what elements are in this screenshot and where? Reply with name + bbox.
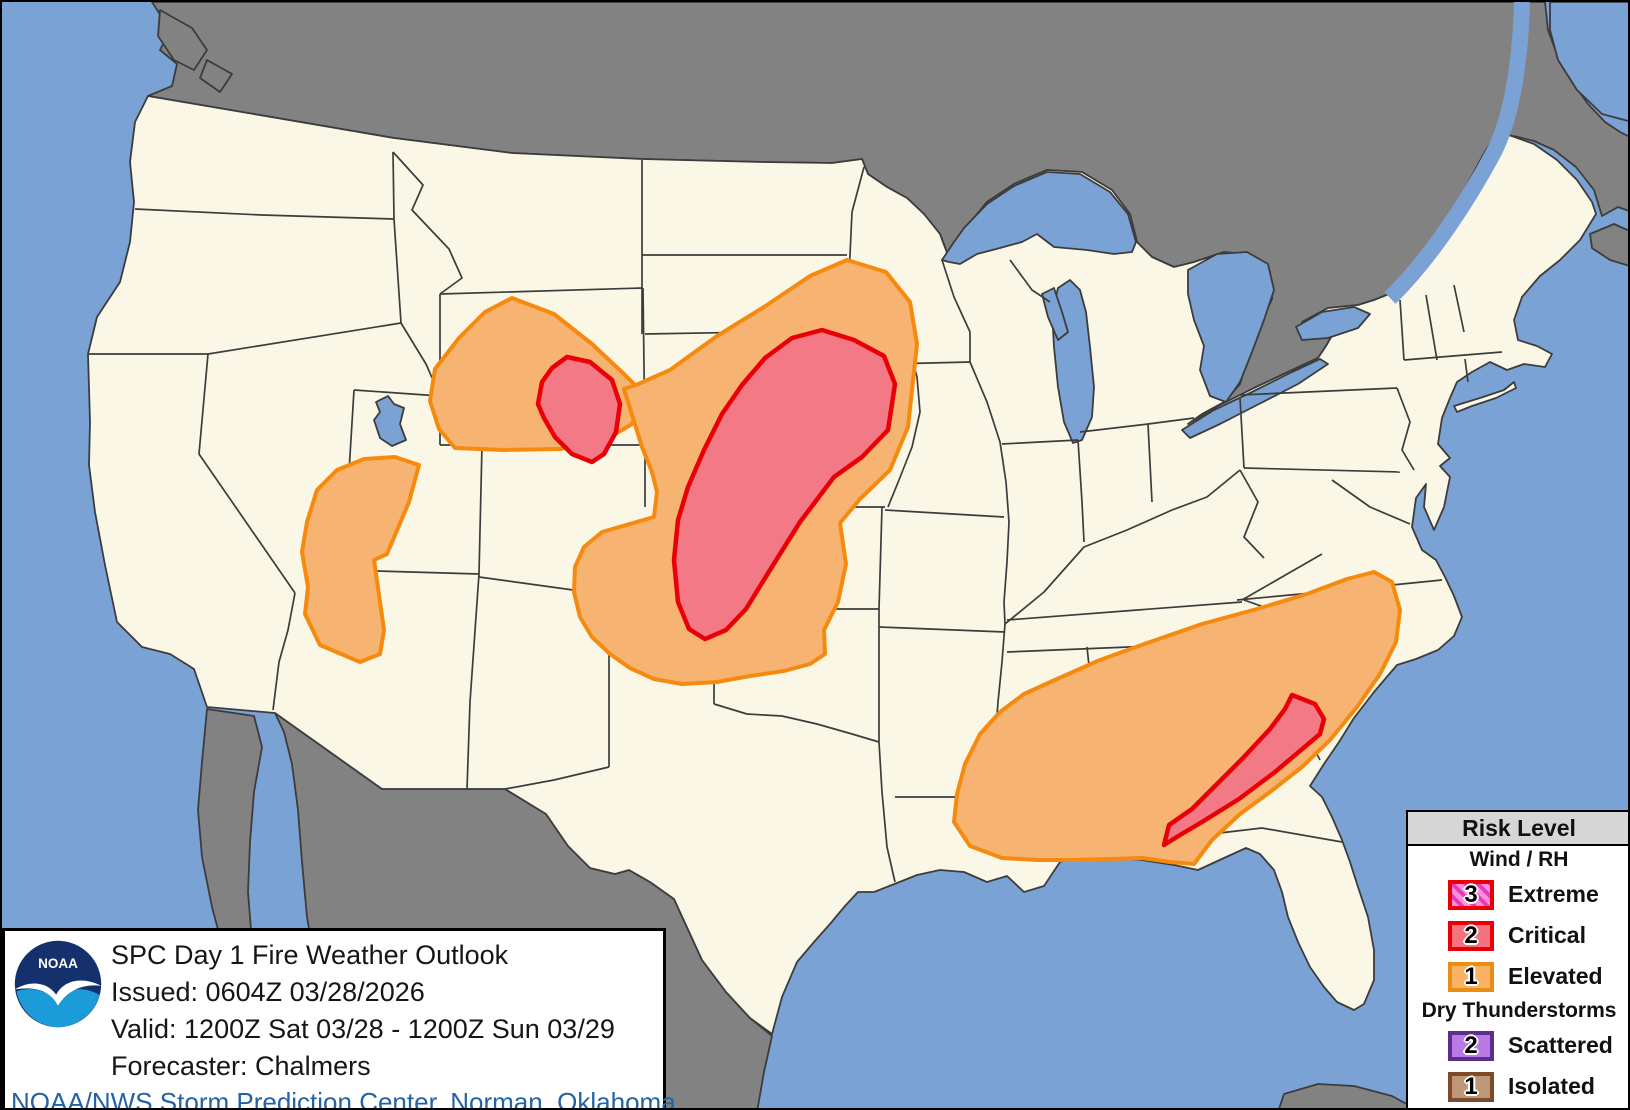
risk-level-legend: Risk Level Wind / RH 3 Extreme 2 Critica… xyxy=(1406,810,1628,1108)
legend-title: Risk Level xyxy=(1408,812,1628,846)
great-salt-lake xyxy=(373,395,407,447)
extreme-label: Extreme xyxy=(1508,881,1599,907)
critical-area-central-plains xyxy=(671,327,898,642)
lake-erie xyxy=(1181,358,1329,439)
critical-area-georgia xyxy=(1161,692,1327,848)
coastal-island xyxy=(199,59,233,93)
legend-row-critical: 2 Critical xyxy=(1408,915,1628,956)
critical-swatch: 2 xyxy=(1448,920,1494,951)
cuba-landmass xyxy=(1278,1083,1415,1108)
elevated-swatch: 1 xyxy=(1448,961,1494,992)
isolated-label: Isolated xyxy=(1508,1073,1595,1099)
product-title: SPC Day 1 Fire Weather Outlook xyxy=(111,940,509,970)
gulf-of-st-lawrence xyxy=(1549,2,1628,122)
legend-row-scattered: 2 Scattered xyxy=(1408,1025,1628,1066)
legend-section-wind-rh: Wind / RH xyxy=(1469,848,1569,871)
elevated-area-utah-arizona xyxy=(300,455,421,664)
critical-area-wyoming xyxy=(535,354,623,465)
lake-superior xyxy=(941,171,1137,265)
valid-period: Valid: 1200Z Sat 03/28 - 1200Z Sun 03/29 xyxy=(111,1014,615,1044)
svg-text:NOAA: NOAA xyxy=(38,956,78,971)
legend-section-dry-thunderstorms: Dry Thunderstorms xyxy=(1421,999,1617,1022)
nova-scotia-landmass xyxy=(1589,223,1628,267)
critical-label: Critical xyxy=(1508,922,1586,948)
noaa-logo: NOAA xyxy=(14,940,102,1028)
forecaster-name: Forecaster: Chalmers xyxy=(111,1051,371,1081)
long-island xyxy=(1453,381,1517,413)
extreme-swatch: 3 xyxy=(1448,879,1494,910)
lake-ontario xyxy=(1295,306,1371,341)
scattered-swatch: 2 xyxy=(1448,1030,1494,1061)
lake-huron xyxy=(1187,251,1275,403)
elevated-label: Elevated xyxy=(1508,963,1603,989)
product-info-box: NOAA SPC Day 1 Fire Weather Outlook Issu… xyxy=(2,928,676,1108)
vancouver-island xyxy=(157,9,208,71)
elevated-area-southeast xyxy=(952,570,1402,866)
legend-row-elevated: 1 Elevated xyxy=(1408,956,1628,997)
legend-row-extreme: 3 Extreme xyxy=(1408,874,1628,915)
legend-row-isolated: 1 Isolated xyxy=(1408,1066,1628,1107)
scattered-label: Scattered xyxy=(1508,1032,1613,1058)
agency-name: NOAA/NWS Storm Prediction Center, Norman… xyxy=(11,1087,676,1110)
st-lawrence-river xyxy=(1384,2,1530,304)
issued-time: Issued: 0604Z 03/28/2026 xyxy=(111,977,425,1007)
isolated-swatch: 1 xyxy=(1448,1071,1494,1102)
